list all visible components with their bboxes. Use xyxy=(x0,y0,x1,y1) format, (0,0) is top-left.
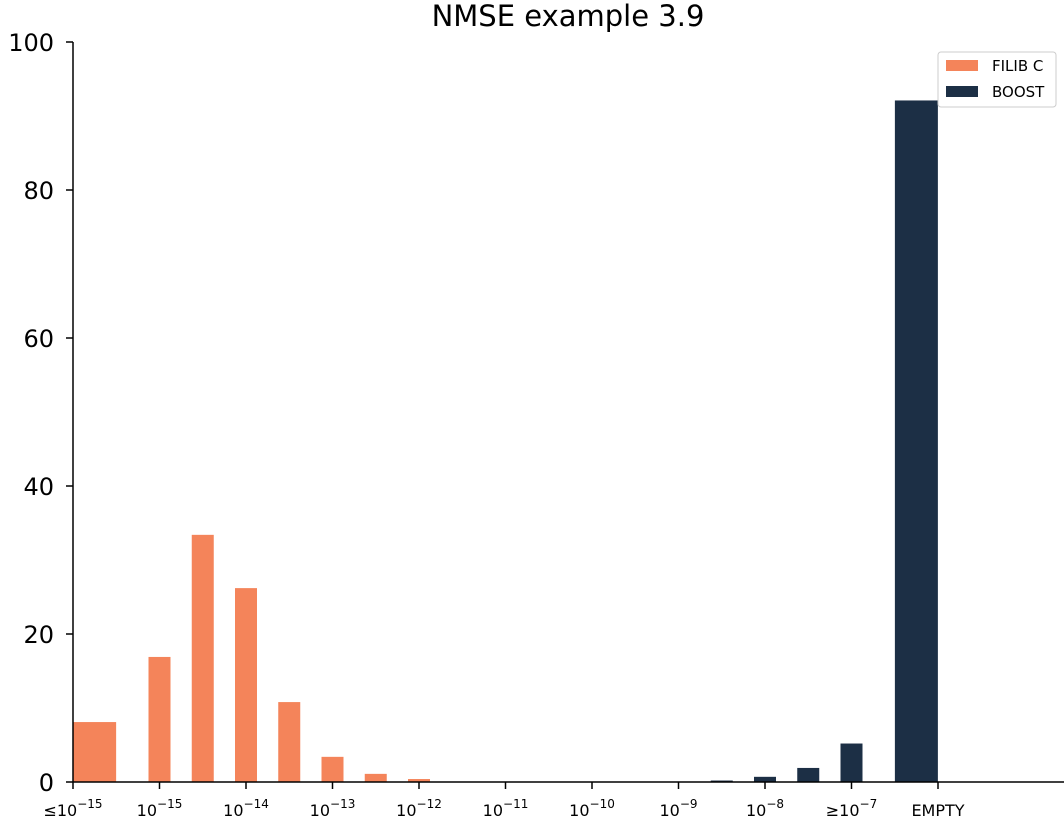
bar-filib-c xyxy=(364,773,387,782)
x-tick-label: 10−8 xyxy=(746,797,784,820)
x-tick-label: 10−12 xyxy=(396,797,442,820)
bar-boost xyxy=(894,100,938,782)
y-tick-label: 40 xyxy=(23,473,54,501)
bar-filib-c xyxy=(191,534,214,782)
legend-swatch-boost xyxy=(946,86,978,97)
x-tick-label: EMPTY xyxy=(911,801,964,820)
bar-filib-c xyxy=(321,756,344,782)
y-tick-label: 80 xyxy=(23,177,54,205)
chart-title: NMSE example 3.9 xyxy=(432,0,705,33)
x-tick-label: ≥10−7 xyxy=(826,797,877,820)
y-tick-label: 100 xyxy=(8,29,54,57)
y-tick-label: 20 xyxy=(23,621,54,649)
bars-group xyxy=(73,100,938,782)
bar-filib-c xyxy=(278,702,301,782)
bar-filib-c xyxy=(148,656,171,782)
legend-swatch-filib xyxy=(946,60,978,71)
bar-boost xyxy=(797,767,820,782)
y-ticks-group: 0 20 40 60 80 100 xyxy=(8,29,73,797)
bar-filib-c xyxy=(408,779,430,782)
bar-boost xyxy=(840,743,863,782)
legend: FILIB C BOOST xyxy=(937,51,1057,108)
x-tick-label: 10−14 xyxy=(223,797,269,820)
bar-filib-c xyxy=(235,588,257,782)
legend-label-filib: FILIB C xyxy=(992,57,1043,75)
x-tick-label: ≤10−15 xyxy=(43,797,102,820)
x-tick-label: 10−11 xyxy=(483,797,529,820)
x-ticks-group: ≤10−15 10−15 10−14 10−13 10−12 10−11 10−10 10−9… xyxy=(43,782,965,820)
x-tick-label: 10−13 xyxy=(310,797,356,820)
bar-filib-c xyxy=(73,722,117,782)
x-tick-label: 10−10 xyxy=(569,797,615,820)
y-tick-label: 60 xyxy=(23,325,54,353)
x-tick-label: 10−15 xyxy=(137,797,183,820)
x-tick-label: 10−9 xyxy=(659,797,697,820)
legend-label-boost: BOOST xyxy=(992,83,1045,101)
y-tick-label: 0 xyxy=(39,769,54,797)
bar-boost xyxy=(754,776,776,782)
